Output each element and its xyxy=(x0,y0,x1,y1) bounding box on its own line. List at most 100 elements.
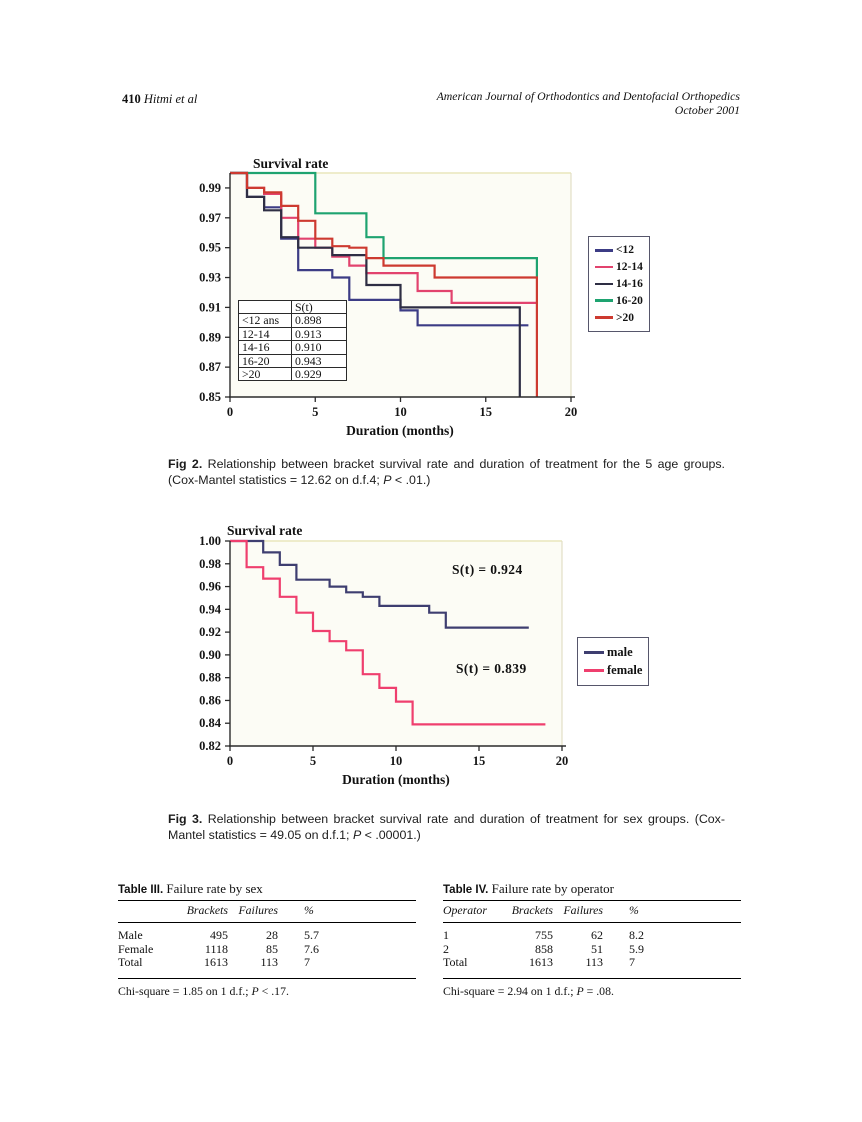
y-tick-label: 1.00 xyxy=(199,534,221,548)
table-row: Total 1613 113 7 xyxy=(443,956,741,970)
x-tick-label: 10 xyxy=(394,405,407,419)
inner-table-cell: 0.943 xyxy=(291,353,347,369)
table-cell: 2 xyxy=(443,941,449,956)
table-row: Male 495 28 5.7 xyxy=(118,927,416,943)
table-cell: 755 xyxy=(535,927,553,942)
series-female xyxy=(230,539,546,726)
table-cell: 51 xyxy=(591,941,603,956)
legend-entry-14-16: 14-16 xyxy=(595,276,643,293)
legend-label: >20 xyxy=(616,311,635,324)
table-iii-footnote-p: P xyxy=(251,984,259,999)
table-iii-label: Table III. xyxy=(118,884,164,896)
table-iv-title: Table IV. Failure rate by operator xyxy=(443,881,741,897)
column-header: Failures xyxy=(563,903,603,917)
table-iii-footnote-tail: < .17. xyxy=(258,984,289,999)
y-tick-label: 0.89 xyxy=(199,330,221,344)
legend-line-swatch xyxy=(584,650,604,654)
table-row: Total 1613 113 7 xyxy=(118,956,416,970)
x-tick-label: 5 xyxy=(312,405,318,419)
x-tick-label: 15 xyxy=(473,754,486,768)
inner-table-cell xyxy=(238,299,292,315)
inner-table-cell: 0.929 xyxy=(291,367,347,382)
table-cell: 495 xyxy=(210,927,228,942)
legend-label: 12-14 xyxy=(616,261,643,274)
fig3-caption: Fig 3. Relationship between bracket surv… xyxy=(168,811,725,843)
y-tick-label: 0.92 xyxy=(199,625,221,639)
column-header: Operator xyxy=(443,903,487,917)
inner-table-cell: 12-14 xyxy=(238,326,292,342)
journal-name: American Journal of Orthodontics and Den… xyxy=(436,89,740,103)
page-header-right: American Journal of Orthodontics and Den… xyxy=(400,89,740,117)
legend-line-swatch xyxy=(584,669,604,673)
y-tick-label: 0.97 xyxy=(199,211,221,225)
table-header-row: Operator Brackets Failures% xyxy=(443,901,741,923)
inner-table-cell: 14-16 xyxy=(238,340,292,355)
table-row: 2 858 51 5.9 xyxy=(443,941,741,957)
legend-entry->20: >20 xyxy=(595,309,643,326)
y-tick-label: 0.94 xyxy=(199,602,222,616)
table-cell: Total xyxy=(443,955,468,970)
table-iii-name: Failure rate by sex xyxy=(166,881,263,896)
table-cell: Total xyxy=(118,955,143,970)
legend-line-swatch xyxy=(595,316,613,319)
legend-label: 14-16 xyxy=(616,277,643,290)
column-header: Failures xyxy=(238,903,278,917)
fig2-caption-tail: < .01.) xyxy=(391,473,431,487)
y-tick-label: 0.84 xyxy=(199,716,222,730)
fig3-xaxis-label: Duration (months) xyxy=(342,772,450,787)
table-iii-grid: Brackets Failures% Male 495 28 5.7 Female 1118 8… xyxy=(118,900,416,980)
y-tick-label: 0.96 xyxy=(199,580,221,594)
table-iv-footnote-p: P xyxy=(576,984,584,999)
x-tick-label: 10 xyxy=(390,754,403,768)
fig2-caption-label: Fig 2. xyxy=(168,457,203,471)
fig2-survival-chart: 0.99 0.97 0.95 0.93 0.91 0.89 0.87 0.85 0 5 10 15 20 xyxy=(199,171,578,419)
y-tick-label: 0.82 xyxy=(199,739,221,753)
y-tick-label: 0.99 xyxy=(199,181,221,195)
x-tick-label: 15 xyxy=(480,405,493,419)
inner-table-cell: >20 xyxy=(238,367,292,382)
legend-entry-male: male xyxy=(584,643,642,662)
table-iv-label: Table IV. xyxy=(443,884,489,896)
table-iv-footnote-text: Chi-square = 2.94 on 1 d.f.; xyxy=(443,984,577,999)
table-cell: 28 xyxy=(266,927,278,942)
y-tick-label: 0.88 xyxy=(199,671,221,685)
table-cell: 5.9 xyxy=(629,941,644,956)
x-tick-label: 0 xyxy=(227,754,233,768)
table-row: Female 1118 85 7.6 xyxy=(118,942,416,957)
column-header: Brackets xyxy=(511,903,553,917)
table-cell: 858 xyxy=(535,941,553,956)
fig3-chart-title: Survival rate xyxy=(227,523,303,538)
table-cell: 5.7 xyxy=(304,927,319,942)
y-tick-label: 0.93 xyxy=(199,271,221,285)
series->20 xyxy=(230,171,538,397)
legend-label: 16-20 xyxy=(616,294,643,307)
column-header xyxy=(118,904,176,918)
inner-table-cell: 0.910 xyxy=(291,340,347,355)
page-number: 410 xyxy=(122,92,141,106)
fig2-chart-title: Survival rate xyxy=(253,156,329,171)
table-cell: 113 xyxy=(585,955,603,970)
series-14-16 xyxy=(230,171,521,397)
table-iii: Table III. Failure rate by sex Brackets F… xyxy=(118,881,416,999)
legend-label: female xyxy=(607,663,643,678)
y-tick-label: 0.87 xyxy=(199,360,221,374)
journal-issue-date: October 2001 xyxy=(674,102,740,117)
fig3-caption-p: P xyxy=(352,828,362,842)
inner-table-cell: S(t) xyxy=(291,299,347,315)
y-tick-label: 0.91 xyxy=(199,300,221,314)
inner-table-cell: <12 ans xyxy=(238,313,292,328)
inner-table-cell: 0.913 xyxy=(291,326,347,342)
table-cell: 1613 xyxy=(204,955,228,970)
legend-label: <12 xyxy=(616,244,635,257)
inner-table-row: <12 ans 0.898 xyxy=(238,313,347,328)
fig3-legend: male female xyxy=(577,637,650,686)
legend-line-swatch xyxy=(595,265,613,269)
x-tick-label: 0 xyxy=(227,405,233,419)
page-header-left: 410 Hitmi et al xyxy=(122,92,197,107)
inner-table-row: 12-14 0.913 xyxy=(238,326,347,342)
x-tick-label: 20 xyxy=(565,405,578,419)
y-tick-label: 0.95 xyxy=(199,241,221,255)
table-cell: 8.2 xyxy=(629,927,644,942)
table-cell: Male xyxy=(118,927,143,942)
